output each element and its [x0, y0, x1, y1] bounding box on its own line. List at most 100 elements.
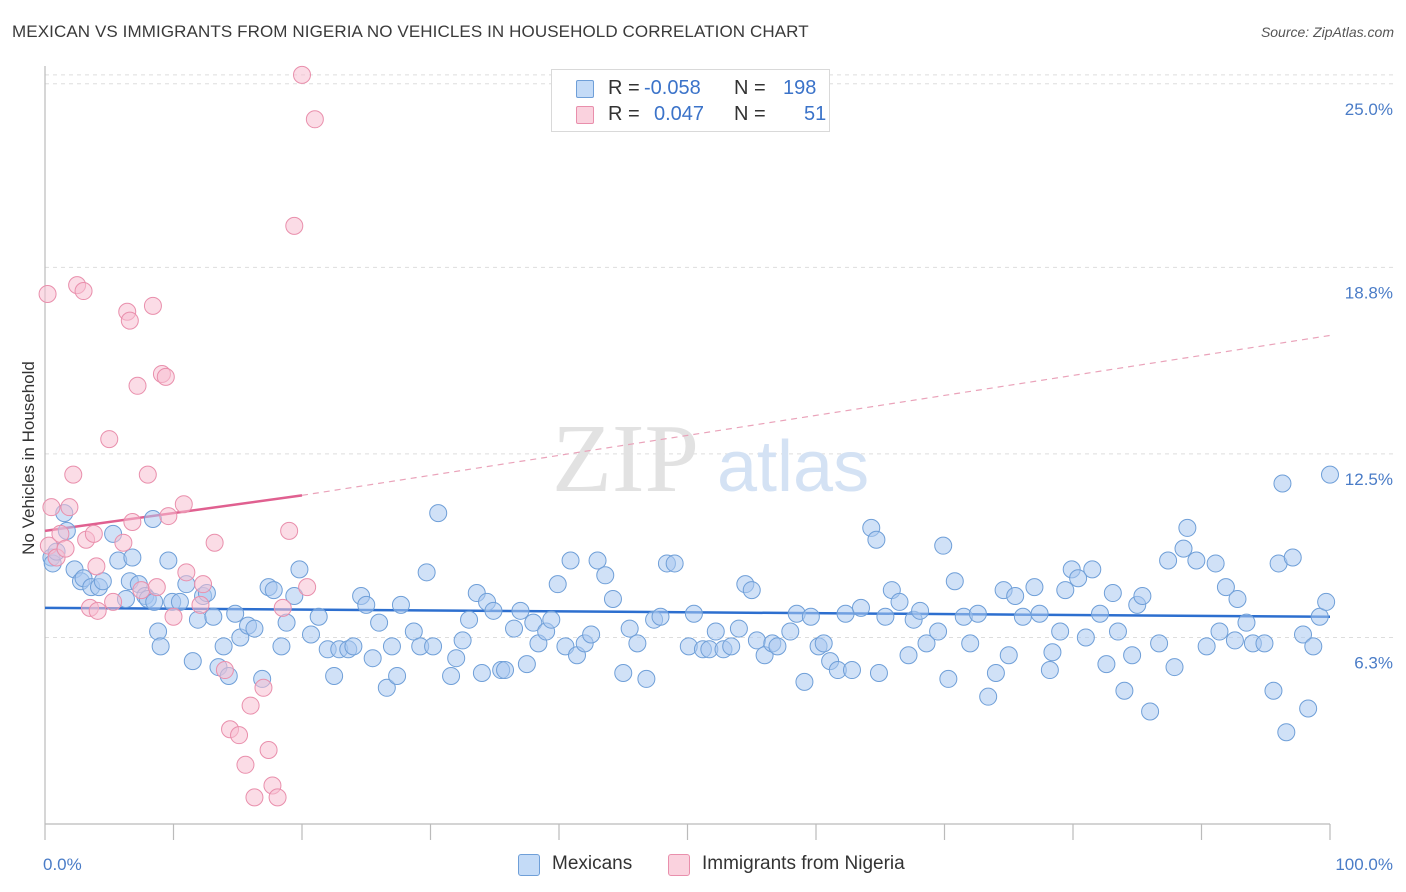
mexican-point: [722, 637, 741, 656]
chart-title: MEXICAN VS IMMIGRANTS FROM NIGERIA NO VE…: [12, 22, 809, 41]
nigeria-point: [120, 311, 139, 330]
mexican-point: [795, 672, 814, 691]
nigeria-point: [205, 533, 224, 552]
legend-r-value: 0.047: [654, 103, 705, 125]
nigeria-point: [100, 430, 119, 449]
mexican-point: [264, 581, 283, 600]
mexican-point: [1165, 658, 1184, 677]
correlation-legend: R = -0.058 N = 198 R = 0.047 N = 51: [551, 69, 830, 132]
mexican-point: [382, 637, 401, 656]
mexican-point: [1317, 592, 1336, 611]
mexican-point: [917, 634, 936, 653]
mexican-point: [404, 622, 423, 641]
mexican-point: [1051, 622, 1070, 641]
legend-swatch-nigeria: [576, 106, 594, 124]
mexican-point: [1283, 548, 1302, 567]
nigeria-point: [174, 495, 193, 514]
legend-label-mexicans: Mexicans: [552, 853, 633, 874]
nigeria-point: [273, 598, 292, 617]
mexican-point: [1228, 589, 1247, 608]
mexican-point: [814, 634, 833, 653]
mexican-point: [1097, 655, 1116, 674]
mexican-point: [1103, 584, 1122, 603]
mexican-point: [277, 613, 296, 632]
mexican-point: [1294, 625, 1313, 644]
mexican-point: [1083, 560, 1102, 579]
nigeria-point: [285, 216, 304, 235]
nigeria-point: [88, 601, 107, 620]
mexican-point: [388, 666, 407, 685]
legend-n-label: N =: [734, 77, 766, 99]
legend-r-label: R =: [608, 77, 640, 99]
nigeria-point: [254, 678, 273, 697]
watermark-atlas: atlas: [717, 427, 869, 507]
mexican-point: [1025, 578, 1044, 597]
nigeria-point: [236, 755, 255, 774]
mexican-point: [301, 625, 320, 644]
y-tick-label: 6.3%: [1354, 653, 1393, 672]
legend-label-nigeria: Immigrants from Nigeria: [702, 853, 905, 874]
mexican-point: [836, 604, 855, 623]
mexican-point: [429, 504, 448, 523]
mexican-point: [496, 661, 515, 680]
nigeria-point: [147, 578, 166, 597]
mexican-point: [651, 607, 670, 626]
mexican-point: [747, 631, 766, 650]
nigeria-point: [298, 578, 317, 597]
mexican-point: [1006, 587, 1025, 606]
nigeria-point: [191, 595, 210, 614]
mexican-point: [548, 575, 567, 594]
mexican-point: [442, 666, 461, 685]
mexican-point: [1141, 702, 1160, 721]
mexican-point: [377, 678, 396, 697]
nigeria-point: [143, 296, 162, 315]
mexican-point: [899, 646, 918, 665]
mexican-point: [637, 669, 656, 688]
nigeria-point: [38, 284, 57, 303]
mexican-point: [1150, 634, 1169, 653]
nigeria-point: [138, 465, 157, 484]
y-axis-label: No Vehicles in Household: [19, 361, 38, 555]
mexican-point: [1264, 681, 1283, 700]
mexican-point: [542, 610, 561, 629]
mexican-point: [1115, 681, 1134, 700]
x-tick-label: 100.0%: [1335, 855, 1393, 874]
mexican-point: [447, 649, 466, 668]
mexican-point: [159, 551, 178, 570]
mexican-point: [1216, 578, 1235, 597]
mexican-point: [620, 619, 639, 638]
mexican-point: [1304, 637, 1323, 656]
y-tick-label: 12.5%: [1345, 470, 1393, 489]
nigeria-point: [241, 696, 260, 715]
mexican-point: [143, 510, 162, 529]
mexican-point: [1159, 551, 1178, 570]
mexican-point: [742, 581, 761, 600]
mexican-point: [945, 572, 964, 591]
legend-n-label: N =: [734, 103, 766, 125]
mexican-point: [801, 607, 820, 626]
mexican-point: [272, 637, 291, 656]
mexican-point: [1174, 539, 1193, 558]
mexican-point: [1108, 622, 1127, 641]
mexican-point: [357, 595, 376, 614]
legend-n-value: 51: [804, 103, 827, 125]
mexican-point: [979, 687, 998, 706]
mexican-point: [961, 634, 980, 653]
mexican-point: [876, 607, 895, 626]
nigeria-point: [259, 740, 278, 759]
mexican-point: [768, 637, 787, 656]
nigeria-point: [305, 110, 324, 129]
mexican-point: [344, 637, 363, 656]
mexican-point: [1076, 628, 1095, 647]
data-points: [38, 65, 1339, 807]
mexican-point: [628, 634, 647, 653]
mexican-point: [999, 646, 1018, 665]
x-tick-labels: 0.0% 100.0%: [43, 855, 1393, 874]
axes: [44, 66, 1331, 840]
nigeria-point: [159, 507, 178, 526]
nigeria-point: [230, 726, 249, 745]
mexican-point: [968, 604, 987, 623]
mexican-point: [1321, 465, 1339, 484]
mexican-point: [511, 601, 530, 620]
